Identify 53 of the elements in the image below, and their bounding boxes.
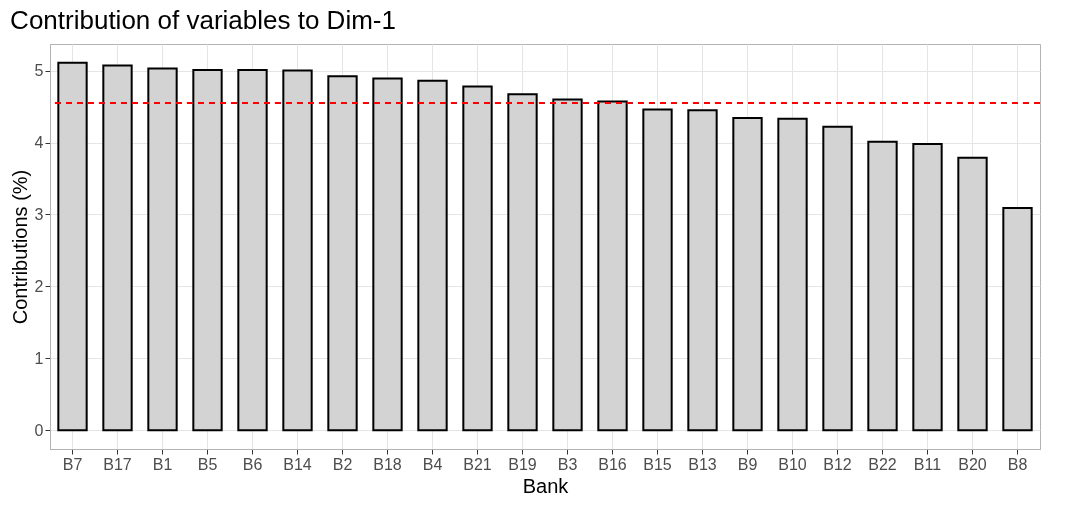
- x-tick-label: B5: [197, 455, 218, 473]
- bar: [462, 85, 493, 432]
- bar: [552, 98, 583, 432]
- x-tick-label: B13: [688, 455, 717, 473]
- x-tick-label: B19: [508, 455, 537, 473]
- chart-title: Contribution of variables to Dim-1: [10, 5, 396, 35]
- bar: [642, 108, 673, 432]
- x-tick-label: B1: [152, 455, 173, 473]
- x-tick-label: B4: [422, 455, 443, 473]
- x-tick-label: B22: [868, 455, 897, 473]
- bar: [732, 117, 763, 432]
- y-axis-title: Contributions (%): [8, 169, 31, 325]
- x-tick-label: B11: [913, 455, 942, 473]
- bar: [1002, 207, 1033, 432]
- bar: [597, 100, 628, 432]
- x-tick-label: B20: [958, 455, 987, 473]
- y-tick-label: 0: [34, 421, 44, 439]
- x-tick-label: B15: [643, 455, 672, 473]
- y-tick-label: 3: [34, 205, 44, 223]
- x-tick-label: B16: [598, 455, 627, 473]
- bar: [282, 69, 313, 432]
- bar: [147, 67, 178, 432]
- y-tick-label: 1: [34, 349, 44, 367]
- bar: [867, 140, 898, 432]
- bar: [957, 156, 988, 432]
- x-tick-label: B3: [557, 455, 578, 473]
- bar: [507, 93, 538, 432]
- x-tick-label: B14: [283, 455, 312, 473]
- bar: [822, 125, 853, 432]
- x-tick-label: B21: [463, 455, 492, 473]
- bar: [237, 68, 268, 432]
- x-tick-label: B10: [778, 455, 807, 473]
- x-axis-title: Bank: [522, 474, 570, 497]
- bar: [57, 61, 88, 432]
- x-tick-label: B12: [823, 455, 852, 473]
- bar: [912, 142, 943, 432]
- x-tick-label: B8: [1007, 455, 1028, 473]
- bar: [327, 75, 358, 432]
- y-tick-label: 4: [34, 134, 44, 152]
- x-tick-label: B17: [103, 455, 132, 473]
- y-tick-label: 5: [34, 62, 44, 80]
- bar: [372, 77, 403, 432]
- bar: [687, 109, 718, 432]
- x-tick-label: B2: [332, 455, 353, 473]
- bar: [777, 117, 808, 432]
- bar: [192, 68, 223, 432]
- x-tick-label: B6: [242, 455, 263, 473]
- y-tick-label: 2: [34, 277, 44, 295]
- x-tick-label: B9: [737, 455, 758, 473]
- bar: [417, 79, 448, 432]
- x-tick-label: B18: [373, 455, 402, 473]
- bar: [102, 64, 133, 432]
- x-tick-label: B7: [62, 455, 83, 473]
